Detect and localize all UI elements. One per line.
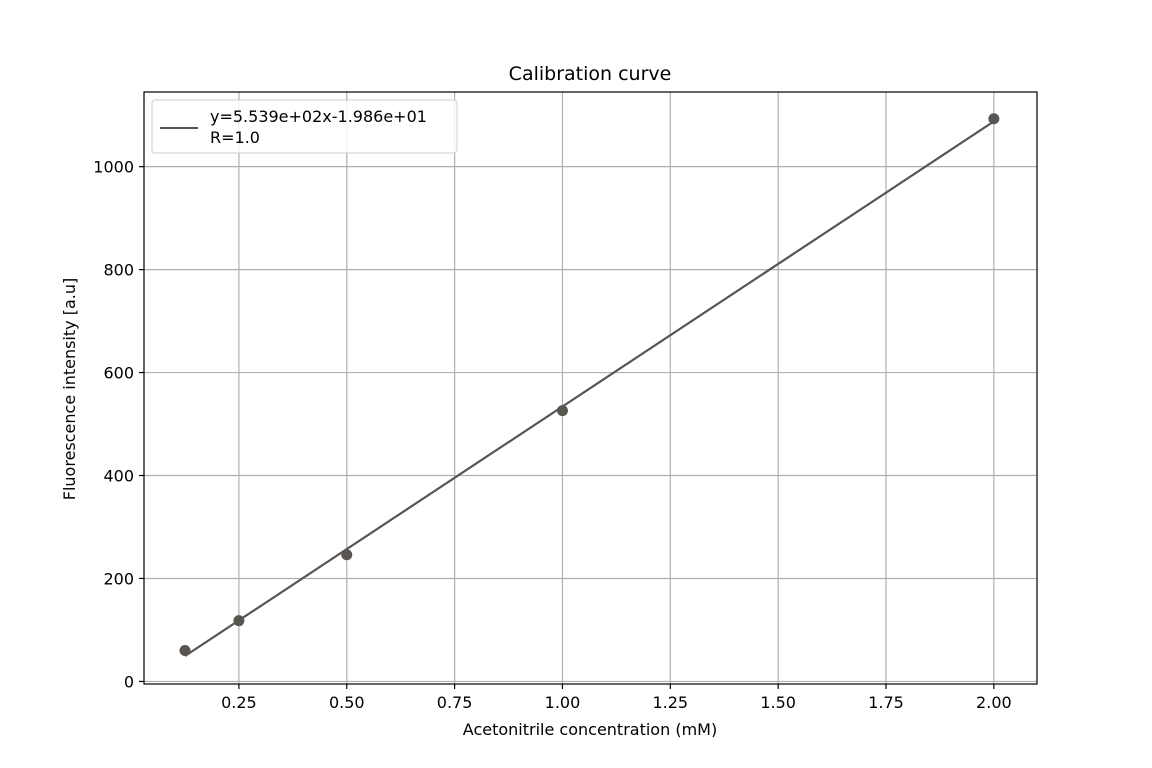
plot-area	[179, 113, 1000, 657]
y-tick-label: 1000	[93, 158, 134, 177]
legend: y=5.539e+02x-1.986e+01 R=1.0	[151, 99, 458, 154]
grid	[144, 92, 1037, 684]
x-tick-label: 1.75	[868, 693, 904, 712]
legend-entry-equation: y=5.539e+02x-1.986e+01	[210, 107, 427, 126]
x-tick-label: 1.50	[760, 693, 796, 712]
axes-frame	[143, 91, 1038, 685]
x-tick-label: 0.50	[329, 693, 365, 712]
x-axis-label: Acetonitrile concentration (mM)	[463, 720, 717, 739]
data-point	[233, 615, 245, 627]
x-tick-label: 2.00	[976, 693, 1012, 712]
data-point	[988, 113, 1000, 125]
y-tick-label: 200	[103, 569, 134, 588]
data-point	[179, 645, 191, 657]
x-tick-label: 1.00	[545, 693, 581, 712]
x-tick-label: 1.25	[652, 693, 688, 712]
data-point	[341, 549, 353, 561]
x-axis-ticks: 0.25 0.50 0.75 1.00 1.25 1.50 1.75 2.00	[221, 684, 1012, 712]
fit-line	[184, 120, 995, 657]
x-tick-label: 0.75	[437, 693, 473, 712]
legend-entry-r-value: R=1.0	[210, 128, 260, 147]
y-axis-ticks: 0 200 400 600 800 1000	[93, 158, 144, 691]
y-tick-label: 800	[103, 261, 134, 280]
y-axis-label: Fluorescence intensity [a.u]	[60, 278, 79, 500]
legend-box	[151, 99, 458, 154]
y-tick-label: 0	[124, 672, 134, 691]
x-tick-label: 0.25	[221, 693, 257, 712]
y-tick-label: 400	[103, 467, 134, 486]
data-point	[556, 405, 568, 417]
chart-title: Calibration curve	[509, 63, 672, 85]
y-tick-label: 600	[103, 364, 134, 383]
